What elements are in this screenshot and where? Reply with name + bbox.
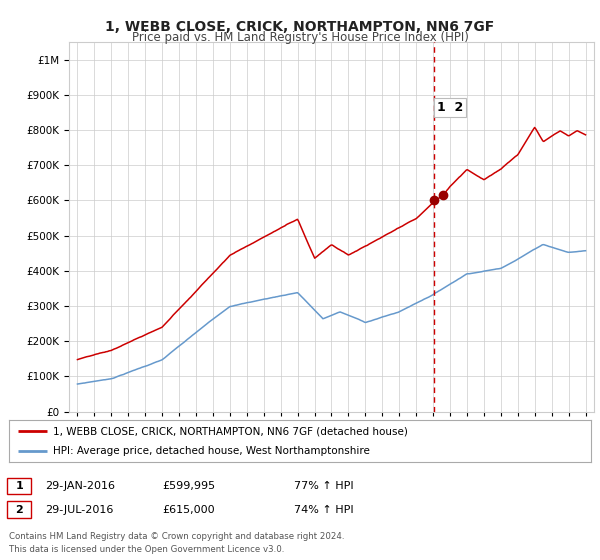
Text: 1: 1	[16, 481, 23, 491]
Text: 1, WEBB CLOSE, CRICK, NORTHAMPTON, NN6 7GF (detached house): 1, WEBB CLOSE, CRICK, NORTHAMPTON, NN6 7…	[53, 426, 407, 436]
Text: 1  2: 1 2	[437, 101, 463, 114]
Text: 1, WEBB CLOSE, CRICK, NORTHAMPTON, NN6 7GF: 1, WEBB CLOSE, CRICK, NORTHAMPTON, NN6 7…	[106, 20, 494, 34]
Text: HPI: Average price, detached house, West Northamptonshire: HPI: Average price, detached house, West…	[53, 446, 370, 456]
Text: 29-JUL-2016: 29-JUL-2016	[45, 505, 113, 515]
Text: 74% ↑ HPI: 74% ↑ HPI	[294, 505, 353, 515]
Text: 29-JAN-2016: 29-JAN-2016	[45, 481, 115, 491]
Text: 77% ↑ HPI: 77% ↑ HPI	[294, 481, 353, 491]
Text: £615,000: £615,000	[162, 505, 215, 515]
Text: 2: 2	[16, 505, 23, 515]
Text: Contains HM Land Registry data © Crown copyright and database right 2024.
This d: Contains HM Land Registry data © Crown c…	[9, 533, 344, 554]
Text: £599,995: £599,995	[162, 481, 215, 491]
Text: Price paid vs. HM Land Registry's House Price Index (HPI): Price paid vs. HM Land Registry's House …	[131, 31, 469, 44]
